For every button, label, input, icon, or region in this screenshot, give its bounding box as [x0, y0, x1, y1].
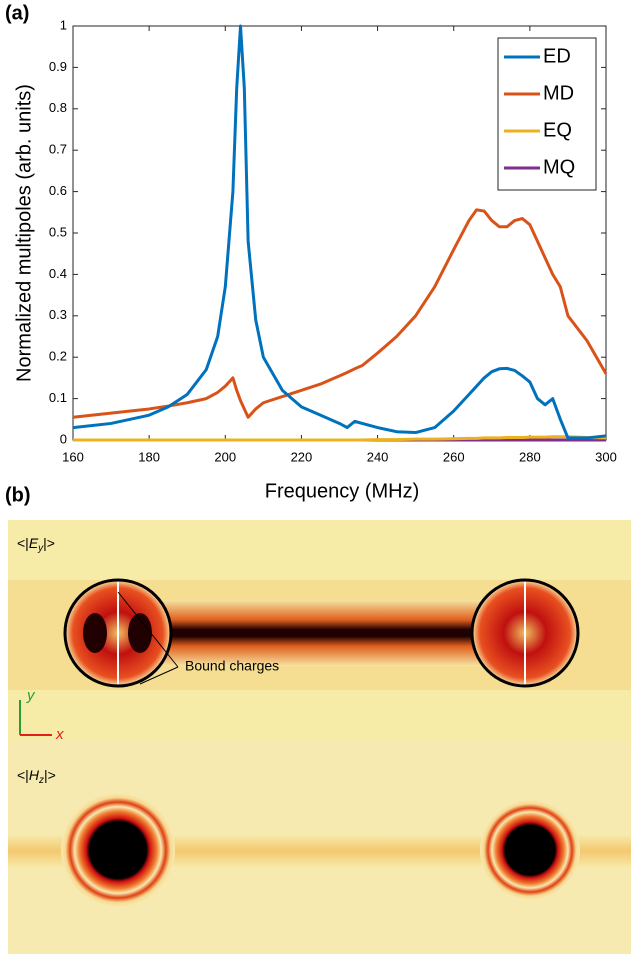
y-tick-label: 0.5	[49, 224, 67, 239]
legend-label: MD	[543, 82, 574, 104]
y-tick-label: 0.6	[49, 183, 67, 198]
axis-label: x	[55, 726, 64, 743]
x-tick-label: 220	[291, 449, 313, 464]
x-tick-label: 280	[519, 449, 541, 464]
x-tick-label: 160	[62, 449, 84, 464]
y-axis-label: Normalized multipoles (arb. units)	[13, 84, 35, 382]
x-tick-label: 200	[214, 449, 236, 464]
y-tick-label: 0.4	[49, 266, 67, 281]
panel-label: (b)	[5, 484, 31, 506]
panel-label: (a)	[5, 2, 29, 24]
y-tick-label: 0.8	[49, 100, 67, 115]
x-tick-label: 180	[138, 449, 160, 464]
axis-label: y	[26, 687, 36, 704]
legend-box	[497, 37, 597, 191]
y-tick-label: 0.1	[49, 390, 67, 405]
y-tick-label: 0	[60, 431, 67, 446]
field-map-e	[8, 520, 631, 740]
y-tick-label: 0.3	[49, 307, 67, 322]
map-label: <|Ey|>	[17, 535, 55, 554]
field-map-h	[8, 740, 631, 954]
y-tick-label: 0.2	[49, 349, 67, 364]
series-line	[73, 435, 607, 442]
series-line	[72, 24, 607, 440]
axes-arrows	[19, 700, 52, 736]
y-tick-label: 0.7	[49, 142, 67, 157]
legend-label: EQ	[543, 119, 572, 141]
x-tick-label: 260	[443, 449, 465, 464]
x-tick-label: 300	[595, 449, 617, 464]
annotation: Bound charges	[185, 658, 279, 674]
legend-label: ED	[543, 45, 571, 67]
x-tick-label: 240	[367, 449, 389, 464]
y-tick-label: 1	[60, 17, 67, 32]
x-axis-label: Frequency (MHz)	[265, 480, 419, 502]
y-tick-label: 0.9	[49, 59, 67, 74]
map-label: <|Hz|>	[17, 767, 56, 786]
legend-label: MQ	[543, 156, 575, 178]
series-line	[72, 208, 608, 419]
